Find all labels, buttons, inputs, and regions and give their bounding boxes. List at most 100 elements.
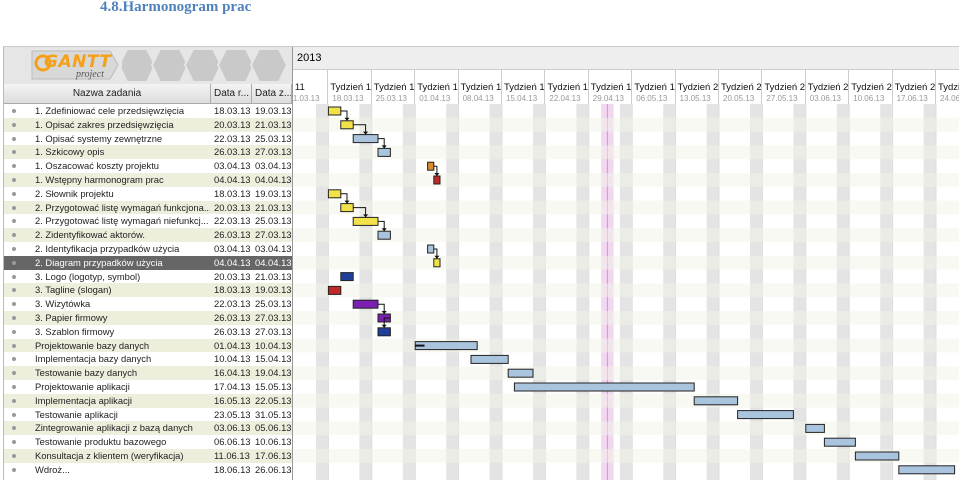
table-row[interactable]: Testowanie produktu bazowego 06.06.13 10.0… xyxy=(4,435,292,449)
table-row[interactable]: 3. Szablon firmowy 26.03.13 27.03.13 xyxy=(4,324,292,339)
week-label: Tydzień 25 xyxy=(894,82,936,93)
table-row[interactable]: 1. Zdefiniować cele przedsięwzięcia 18.03… xyxy=(4,104,292,118)
table-row[interactable]: 2. Zidentyfikować aktorów. 26.03.13 27.03.… xyxy=(4,228,292,242)
task-name: Implementacja bazy danych xyxy=(35,353,152,365)
task-start: 03.04.13 xyxy=(214,242,251,254)
task-start: 20.03.13 xyxy=(214,118,251,130)
arrow-head-icon xyxy=(381,324,387,328)
table-row[interactable]: 1. Wstępny harmonogram prac 04.04.13 04.04… xyxy=(4,172,292,187)
week-date: 08.04.13 xyxy=(462,94,494,103)
week-column-header: Tydzień 25 17.06.13 xyxy=(892,70,936,104)
table-row[interactable]: 3. Tagline (slogan) 18.03.13 19.03.13 xyxy=(4,283,292,298)
task-end: 21.03.13 xyxy=(255,201,292,213)
week-date: 18.03.13 xyxy=(332,94,364,103)
task-start: 01.04.13 xyxy=(214,339,251,351)
table-row[interactable]: Zintegrowanie aplikacji z bazą danych 03.… xyxy=(4,421,292,436)
table-row[interactable]: Testowanie bazy danych 16.04.13 19.04.13 xyxy=(4,366,292,380)
task-bar xyxy=(352,299,379,309)
task-end: 27.03.13 xyxy=(255,229,292,241)
table-row[interactable]: Projektowanie bazy danych 01.04.13 10.04.1… xyxy=(4,338,292,353)
row-bullet-icon xyxy=(12,440,16,445)
table-row[interactable]: 2. Identyfikacja przypadków użycia 03.04.… xyxy=(4,241,292,256)
logo-subtext: project xyxy=(76,69,104,80)
row-bullet-icon xyxy=(12,357,16,362)
week-column-header: Tydzień 12 18.03.13 xyxy=(328,70,372,104)
week-label: Tydzień 14 xyxy=(417,82,459,93)
task-end: 15.04.13 xyxy=(255,353,292,365)
week-column-header: Tydzień 23 03.06.13 xyxy=(805,70,850,104)
task-name: Wdroż... xyxy=(35,463,70,475)
table-row[interactable]: Konsultacja z klientem (weryfikacja) 11.0… xyxy=(4,448,292,463)
dependency-arrow xyxy=(433,248,438,259)
row-bullet-icon xyxy=(12,109,16,113)
column-header-start[interactable]: Data r... xyxy=(211,84,252,104)
table-row[interactable]: 2. Przygotować listę wymagań funkcjona..… xyxy=(4,200,292,215)
week-column-header: Tydzień 19 06.05.13 xyxy=(632,70,676,104)
arrow-head-icon xyxy=(344,200,350,204)
row-stripe xyxy=(293,255,959,270)
table-row[interactable]: 3. Wizytówka 22.03.13 25.03.13 xyxy=(4,297,292,311)
row-stripe xyxy=(293,228,959,242)
table-row[interactable]: 2. Diagram przypadków użycia 04.04.13 04.0… xyxy=(4,255,292,270)
task-end: 25.03.13 xyxy=(255,132,292,144)
week-label: Tydzień 15 xyxy=(460,82,502,93)
week-date: 24.06.13 xyxy=(940,94,959,103)
table-row[interactable]: Projektowanie aplikacji 17.04.13 15.05.13 xyxy=(4,379,292,394)
row-bullet-icon xyxy=(12,233,16,238)
table-row[interactable]: Wdroż... 18.06.13 26.06.13 xyxy=(4,462,292,477)
task-bar xyxy=(340,272,354,282)
dependency-arrow xyxy=(378,220,385,232)
task-bar xyxy=(327,189,342,199)
task-bar xyxy=(513,382,695,392)
task-name: 1. Wstępny harmonogram prac xyxy=(35,173,164,185)
task-start: 18.06.13 xyxy=(214,463,251,475)
logo-text: GANTT xyxy=(44,52,112,72)
task-end: 17.06.13 xyxy=(255,449,292,461)
table-row[interactable]: 3. Logo (logotyp, symbol) 20.03.13 21.03.1… xyxy=(4,269,292,284)
table-row[interactable]: Implementacja aplikacji 16.05.13 22.05.13 xyxy=(4,393,292,408)
task-start: 26.03.13 xyxy=(214,229,251,241)
task-bar xyxy=(377,147,391,157)
week-label: Tydzień 20 xyxy=(677,82,719,93)
week-column-header: Tydzień 21 20.05.13 xyxy=(719,70,763,104)
row-bullet-icon xyxy=(12,260,16,265)
task-bar xyxy=(427,244,435,254)
task-name: 1. Opisać zakres przedsięwzięcia xyxy=(35,118,174,130)
task-bar xyxy=(340,120,354,130)
column-header-end[interactable]: Data z... xyxy=(252,84,292,104)
table-row[interactable]: Implementacja bazy danych 10.04.13 15.04.1… xyxy=(4,352,292,367)
week-date: 29.04.13 xyxy=(592,94,624,103)
week-date: 27.05.13 xyxy=(766,94,798,103)
week-label: Tydzień 12 xyxy=(330,82,372,93)
column-header-name[interactable]: Nazwa zadania xyxy=(4,84,211,104)
dependency-arrow xyxy=(340,193,348,204)
week-label: Tydzień 18 xyxy=(590,82,633,93)
task-name: 3. Tagline (slogan) xyxy=(35,284,112,296)
task-end: 19.03.13 xyxy=(255,284,292,296)
task-bar xyxy=(823,437,856,447)
task-start: 11.06.13 xyxy=(214,449,250,461)
task-start: 10.04.13 xyxy=(214,353,251,365)
table-row[interactable]: 2. Słownik projektu 18.03.13 19.03.13 xyxy=(4,186,292,201)
row-stripe xyxy=(293,145,959,160)
task-bar xyxy=(470,354,509,364)
task-start: 22.03.13 xyxy=(214,132,251,144)
table-row[interactable]: 1. Opisać zakres przedsięwzięcia 20.03.13… xyxy=(4,117,292,132)
row-bullet-icon xyxy=(12,177,16,182)
task-bar xyxy=(433,258,441,268)
table-row[interactable]: 1. Oszacować koszty projektu 03.04.13 03.0… xyxy=(4,159,292,173)
arrow-head-icon xyxy=(434,173,440,176)
table-row[interactable]: 1. Opisać systemy zewnętrzne 22.03.13 25.0… xyxy=(4,131,292,146)
table-row[interactable]: 3. Papier firmowy 26.03.13 27.03.13 xyxy=(4,310,292,325)
row-stripe xyxy=(293,421,959,436)
table-row[interactable]: 2. Przygotować listę wymagań niefunkcj..… xyxy=(4,214,292,229)
task-bar xyxy=(854,451,900,461)
week-date: 17.06.13 xyxy=(896,94,928,103)
task-progress xyxy=(415,344,425,347)
table-row[interactable]: 1. Szkicowy opis 26.03.13 27.03.13 xyxy=(4,145,292,160)
table-row[interactable]: Testowanie aplikacji 23.05.13 31.05.13 xyxy=(4,407,292,422)
task-bar xyxy=(340,203,354,213)
task-bar xyxy=(327,285,342,295)
